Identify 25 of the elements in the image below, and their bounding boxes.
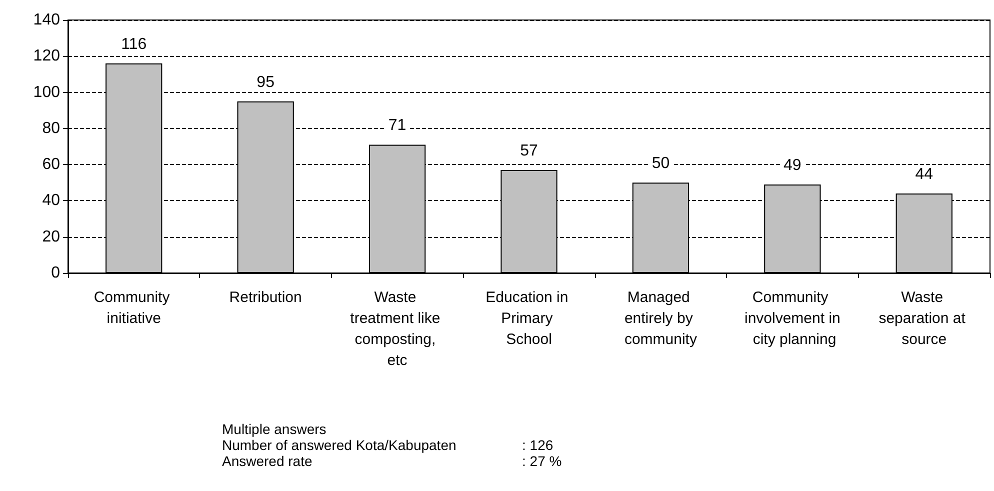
y-tick-label: 40: [42, 192, 60, 210]
data-label: 95: [256, 74, 275, 91]
text: Multiple answers: [222, 421, 326, 437]
data-label: 50: [652, 155, 670, 172]
data-label: 49: [784, 156, 802, 174]
x-tick-label: Waste treatment like composting, etc: [350, 289, 444, 369]
text: Number of answered Kota/Kabupaten : 126: [222, 437, 554, 453]
x-tick-label: Community involvement in city planning: [744, 289, 840, 348]
x-tick-label: Retribution: [229, 289, 302, 306]
data-label: 71: [388, 117, 406, 134]
data-label: 116: [121, 36, 147, 53]
x-tick-label: Education in Primary School: [486, 289, 572, 348]
text: Answered rate : 27 %: [222, 453, 562, 469]
y-tick-label: 60: [42, 156, 60, 174]
x-tick-label: Waste separation at source: [878, 289, 970, 348]
y-tick-label: 0: [51, 264, 60, 282]
y-tick-label: 120: [33, 48, 60, 65]
data-label: 44: [915, 166, 934, 183]
data-label: 57: [520, 142, 538, 160]
x-tick-label: Community initiative: [94, 289, 174, 327]
y-tick-label: 80: [42, 120, 60, 137]
y-tick-label: 100: [33, 84, 60, 101]
y-tick-label: 140: [33, 12, 60, 28]
y-tick-label: 20: [42, 228, 60, 246]
x-tick-label: Managed entirely by community: [624, 289, 698, 348]
